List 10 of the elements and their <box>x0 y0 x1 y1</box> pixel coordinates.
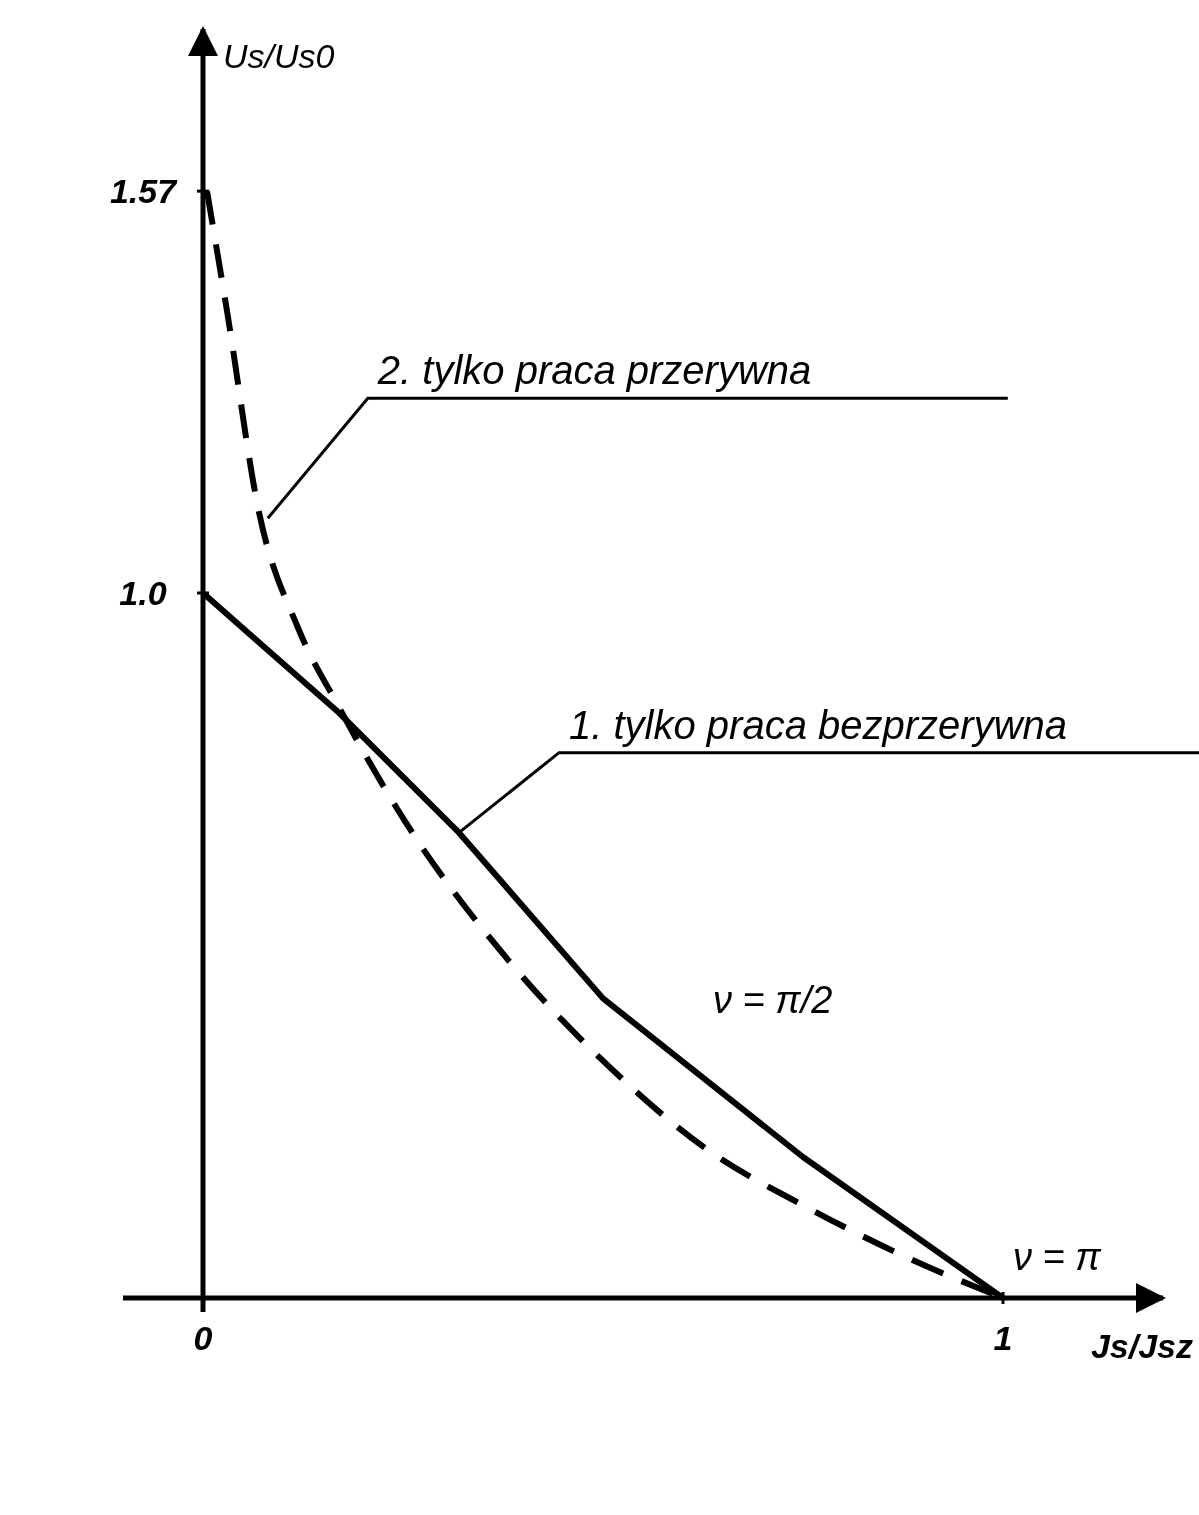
annotation: 1. tylko praca bezprzerywna <box>569 702 1068 747</box>
y-axis-title: Us/Us0 <box>223 37 335 75</box>
y-tick-label: 1.0 <box>119 574 167 612</box>
annotation: ν = π <box>1013 1236 1103 1278</box>
x-axis-title: Js/Jsz <box>1090 1327 1193 1365</box>
y-tick-label: 1.57 <box>109 172 179 211</box>
annotation: 2. tylko praca przerywna <box>376 348 812 393</box>
annotation: ν = π/2 <box>713 979 833 1021</box>
x-tick-label: 1 <box>993 1319 1013 1357</box>
x-tick-label: 0 <box>193 1319 213 1357</box>
